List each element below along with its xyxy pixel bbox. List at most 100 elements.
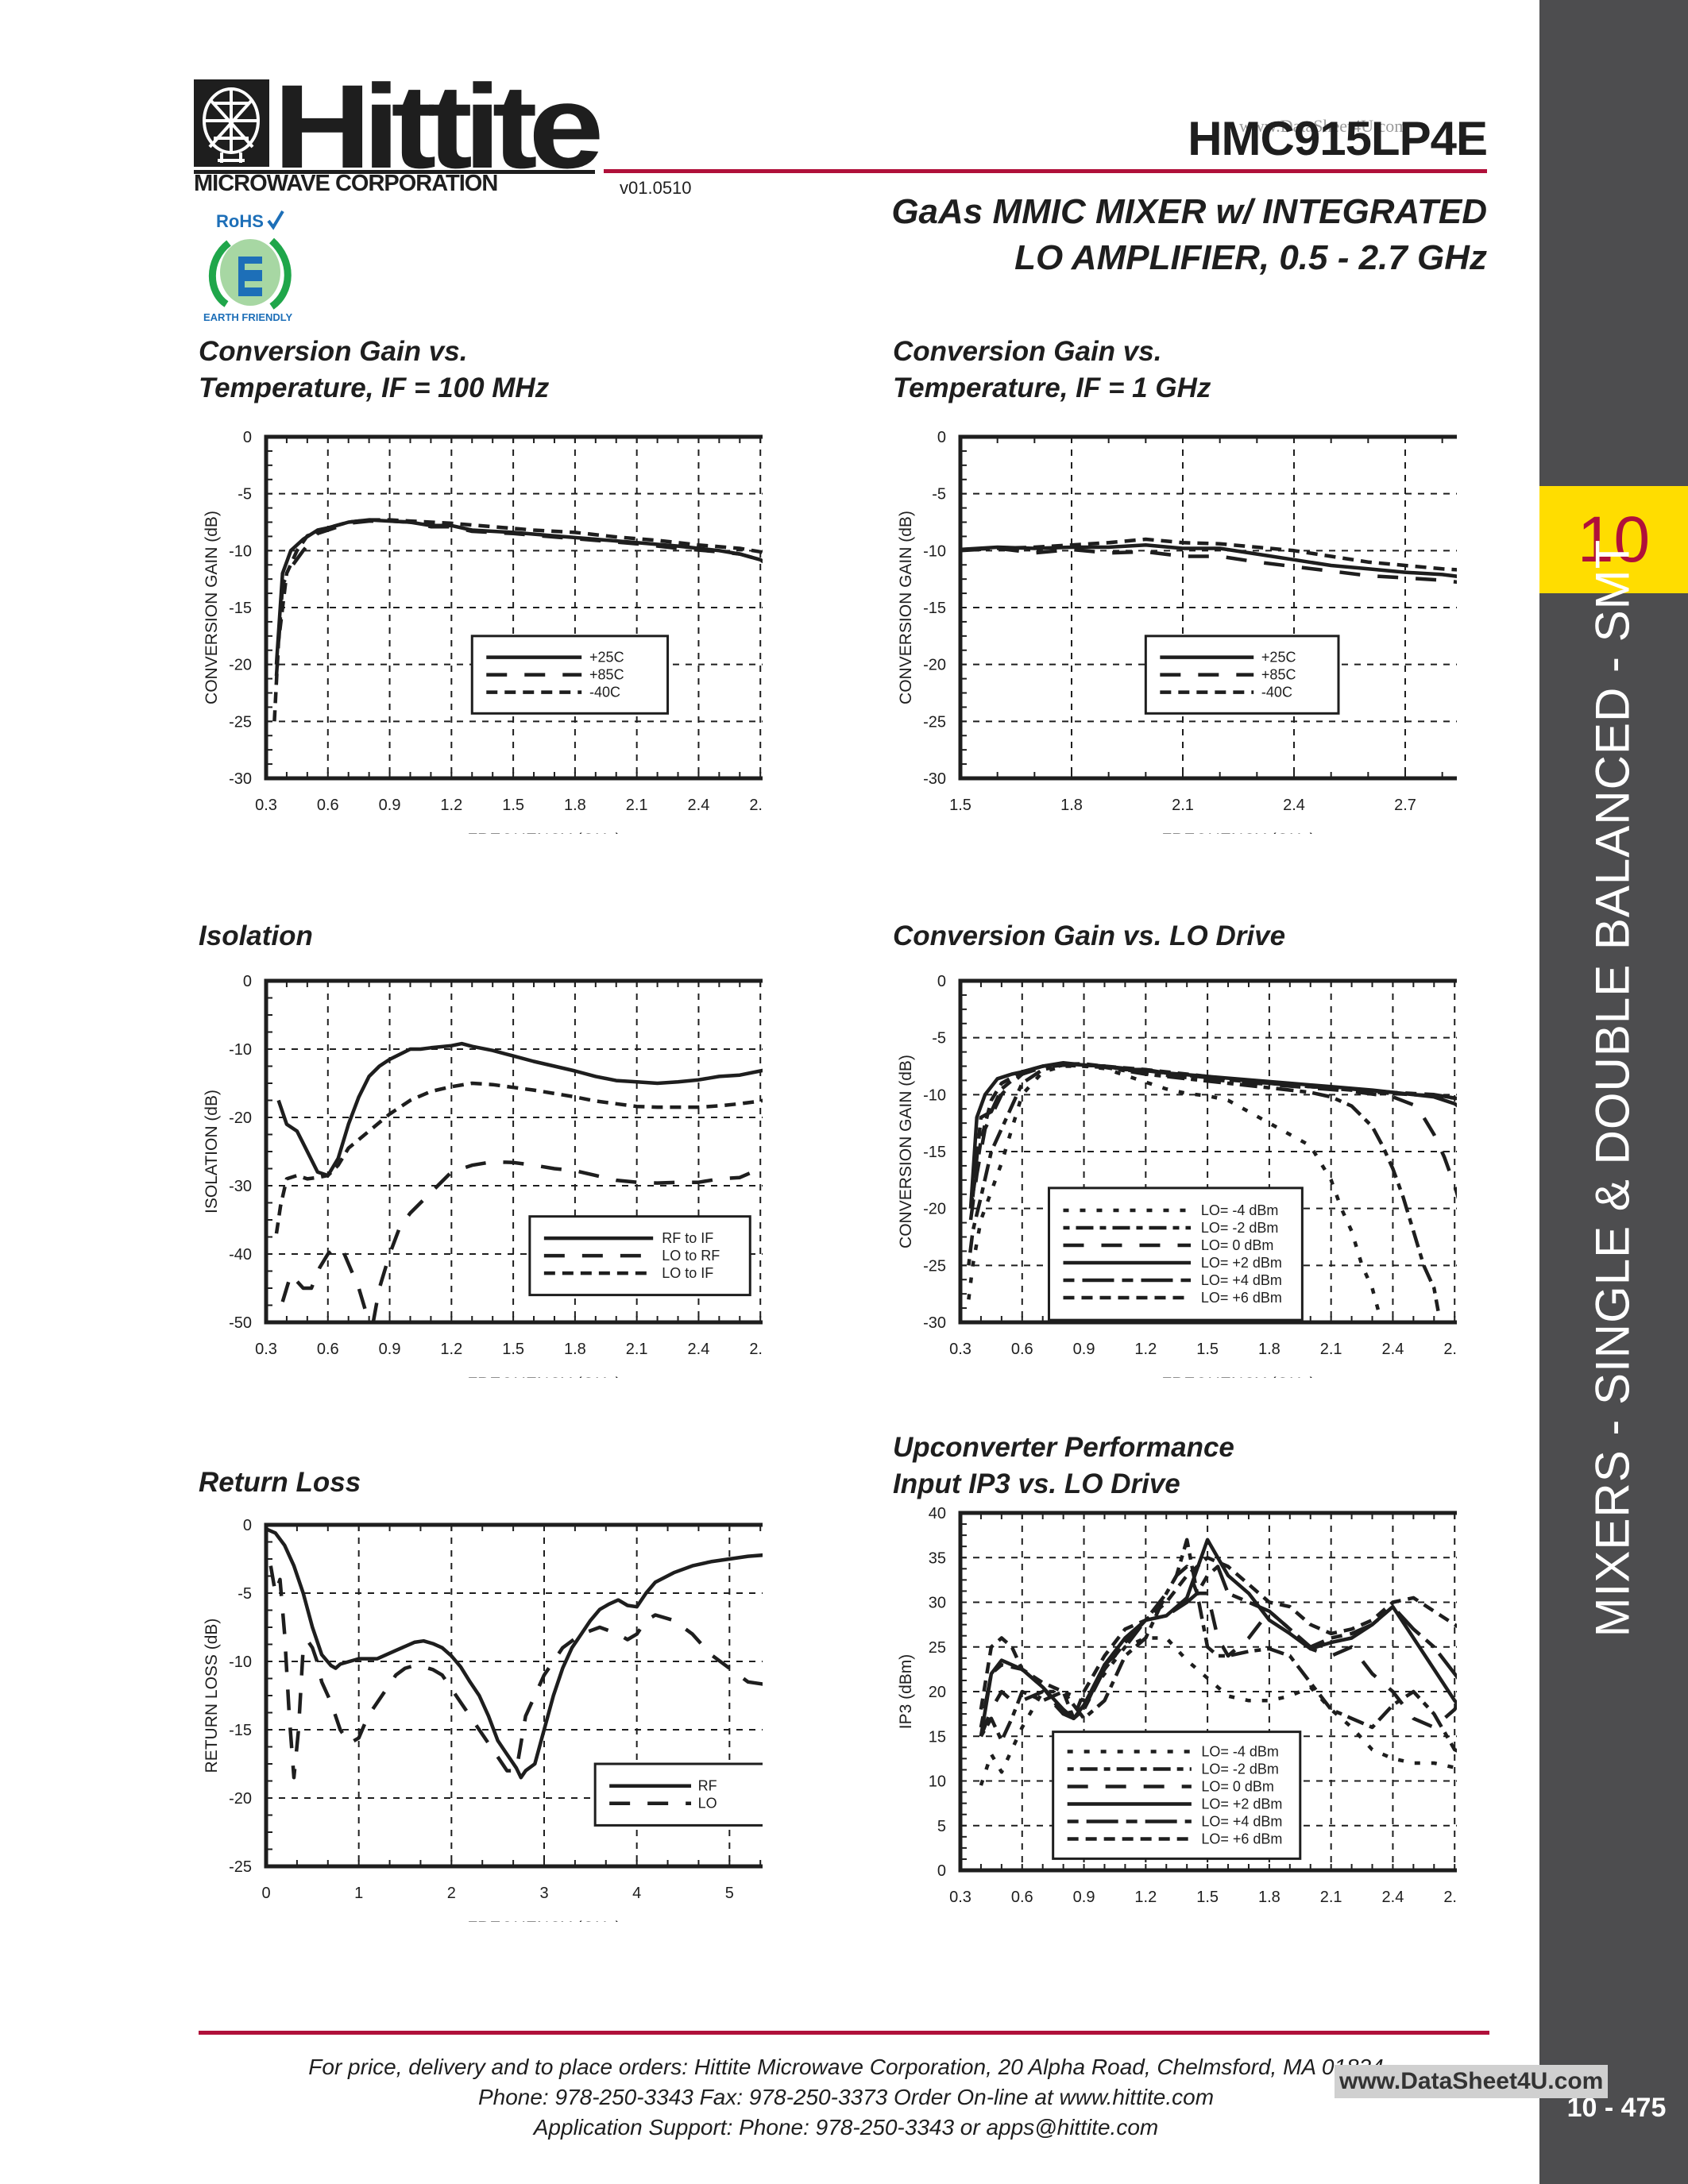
footer-line-3: Application Support: Phone: 978-250-3343…: [533, 2115, 1159, 2140]
subtitle-line-1: GaAs MMIC MIXER w/ INTEGRATED: [891, 192, 1487, 231]
y-axis-label: CONVERSION GAIN (dB): [897, 511, 915, 704]
y-axis-label: CONVERSION GAIN (dB): [203, 511, 221, 704]
legend-label: +85C: [589, 667, 624, 683]
y-tick-label: -50: [229, 1314, 252, 1332]
x-tick-label: 0.3: [255, 797, 277, 814]
y-tick-label: -5: [932, 486, 946, 504]
legend-label: LO to IF: [662, 1265, 713, 1281]
y-tick-label: -10: [923, 542, 946, 560]
legend-label: LO= +4 dBm: [1201, 1814, 1282, 1830]
x-axis-label: FREQUENCY (GHz): [467, 831, 620, 834]
brand-subtitle: MICROWAVE CORPORATION: [194, 171, 498, 196]
chart-return-loss: 01234560-5-10-15-20-25FREQUENCY (GHz)RET…: [203, 1517, 763, 1922]
y-tick-label: -25: [229, 713, 252, 731]
part-number: HMC915LP4E: [1188, 112, 1488, 165]
y-tick-label: -15: [923, 600, 946, 617]
x-tick-label: 0.9: [379, 1341, 401, 1358]
footer-contact: For price, delivery and to place orders:…: [199, 2052, 1493, 2143]
y-tick-label: -10: [229, 1653, 252, 1671]
x-tick-label: 2.7: [1443, 1889, 1457, 1906]
x-tick-label: 0.9: [1073, 1341, 1095, 1358]
y-tick-label: -15: [923, 1144, 946, 1161]
x-tick-label: 0.6: [317, 797, 339, 814]
y-tick-label: -5: [238, 1585, 252, 1603]
section-sidebar: [1539, 0, 1688, 2184]
series-line: [968, 1060, 1457, 1209]
header-rule: [604, 169, 1487, 173]
x-tick-label: 2.7: [1394, 797, 1416, 814]
y-tick-label: -20: [229, 657, 252, 674]
x-tick-label: 1.8: [564, 797, 586, 814]
chart-title-cg-temp-1ghz: Conversion Gain vs. Temperature, IF = 1 …: [893, 336, 1211, 403]
plot-frame: [264, 1522, 763, 1869]
y-tick-label: -10: [229, 1041, 252, 1059]
footer-line-2: Phone: 978-250-3343 Fax: 978-250-3373 Or…: [477, 2085, 1215, 2109]
y-tick-label: -5: [932, 1030, 946, 1048]
legend-label: +85C: [1261, 667, 1296, 683]
x-tick-label: 2.7: [1443, 1341, 1457, 1358]
y-tick-label: -30: [229, 1178, 252, 1195]
chart-conversion-gain-temp-if100: 0.30.60.91.21.51.82.12.42.730-5-10-15-20…: [203, 429, 763, 834]
section-number-tab: 10: [1539, 486, 1688, 593]
series-line: [268, 1565, 763, 1780]
y-tick-label: 5: [937, 1818, 946, 1835]
globe-icon: [203, 87, 260, 163]
y-tick-label: 15: [929, 1728, 946, 1746]
series-line: [968, 1062, 1457, 1210]
x-tick-label: 5: [725, 1885, 734, 1902]
earth-friendly-label: EARTH FRIENDLY: [203, 311, 293, 323]
legend-label: LO= +6 dBm: [1201, 1290, 1282, 1306]
series-line: [280, 1160, 763, 1325]
version-label: v01.0510: [620, 178, 692, 198]
recycle-arrow-icon: [208, 240, 231, 307]
legend-label: +25C: [589, 650, 624, 666]
subtitle-line-2: LO AMPLIFIER, 0.5 - 2.7 GHz: [1014, 238, 1487, 277]
x-tick-label: 0.6: [1011, 1341, 1033, 1358]
x-tick-label: 1.5: [949, 797, 971, 814]
legend-label: LO= -2 dBm: [1201, 1220, 1279, 1236]
series-line: [979, 1538, 1457, 1737]
chart-conversion-gain-temp-if1g: 1.51.82.12.42.730-5-10-15-20-25-30FREQUE…: [897, 429, 1457, 834]
plot-frame: [958, 434, 1457, 781]
x-tick-label: 2.1: [1172, 797, 1194, 814]
x-tick-label: 0.3: [255, 1341, 277, 1358]
product-subtitle: GaAs MMIC MIXER w/ INTEGRATED LO AMPLIFI…: [891, 189, 1487, 281]
legend-label: -40C: [1261, 685, 1292, 700]
chart-title-return-loss: Return Loss: [199, 1467, 361, 1498]
x-tick-label: 0.6: [317, 1341, 339, 1358]
x-tick-label: 1.2: [1134, 1889, 1157, 1906]
series-line: [967, 1064, 1381, 1312]
legend-label: LO= +2 dBm: [1201, 1255, 1282, 1271]
x-tick-label: 1.5: [1196, 1341, 1219, 1358]
y-tick-label: 40: [929, 1505, 946, 1522]
series-line: [979, 1565, 1457, 1738]
legend-label: LO= 0 dBm: [1201, 1779, 1274, 1795]
x-tick-label: 4: [632, 1885, 641, 1902]
chart-title-cg-temp-100mhz: Conversion Gain vs. Temperature, IF = 10…: [199, 336, 550, 403]
x-tick-label: 2.7: [749, 1341, 763, 1358]
y-tick-label: -40: [229, 1246, 252, 1264]
x-tick-label: 2.4: [1382, 1889, 1404, 1906]
y-tick-label: 35: [929, 1549, 946, 1567]
legend-box: [593, 1762, 763, 1827]
legend-label: LO= -4 dBm: [1201, 1202, 1279, 1218]
x-tick-label: 2.4: [1283, 797, 1305, 814]
chart-isolation: 0.30.60.91.21.51.82.12.42.730-10-20-30-4…: [203, 973, 763, 1378]
y-tick-label: -20: [229, 1790, 252, 1808]
plot-frame: [264, 978, 763, 1325]
y-tick-label: 0: [937, 1862, 946, 1880]
y-tick-label: -30: [229, 770, 252, 788]
x-tick-label: 1.5: [502, 1341, 524, 1358]
y-tick-label: 25: [929, 1639, 946, 1657]
x-tick-label: 1.8: [564, 1341, 586, 1358]
plot-frame: [958, 1511, 1457, 1873]
series-line: [979, 1565, 1457, 1728]
legend-label: LO= -4 dBm: [1201, 1744, 1279, 1760]
x-tick-label: 1.2: [440, 797, 462, 814]
x-tick-label: 0: [261, 1885, 270, 1902]
x-tick-label: 1.8: [1258, 1889, 1280, 1906]
y-tick-label: 0: [937, 429, 946, 446]
x-tick-label: 3: [539, 1885, 548, 1902]
legend-label: LO= 0 dBm: [1201, 1237, 1274, 1253]
y-axis-label: ISOLATION (dB): [203, 1090, 221, 1214]
